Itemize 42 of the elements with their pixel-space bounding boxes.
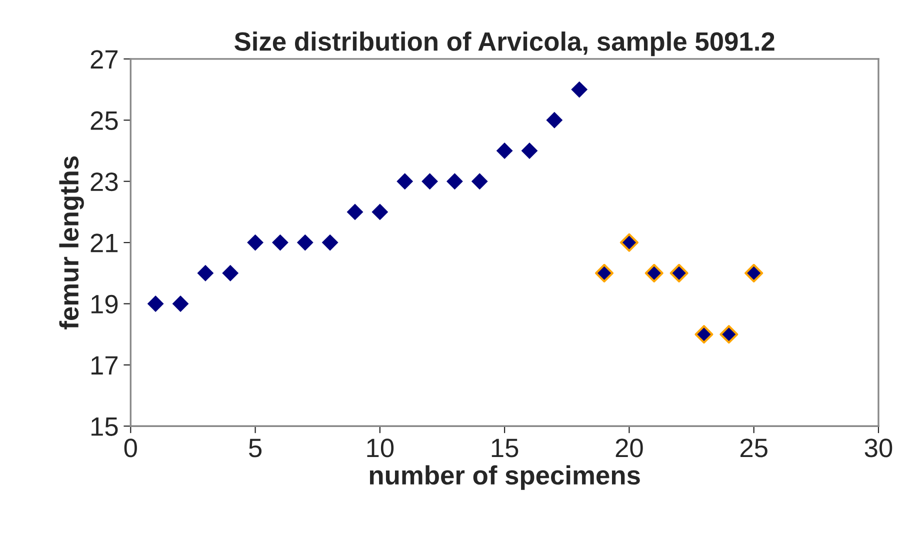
point	[644, 264, 664, 282]
point	[197, 264, 214, 282]
point	[422, 173, 438, 190]
x-tick-label: 5	[249, 438, 262, 458]
x-tick-label: 15	[492, 438, 518, 458]
x-tick-label: 0	[124, 438, 137, 458]
point	[396, 173, 414, 190]
y-tick-label: 25	[90, 111, 118, 130]
point	[496, 142, 513, 159]
x-tick-label: 25	[740, 438, 768, 458]
point	[247, 234, 264, 251]
point	[222, 264, 239, 282]
point	[620, 233, 638, 252]
y-tick-label: 17	[92, 356, 118, 374]
x-tick-label: 10	[367, 438, 394, 458]
y-tick-label: 21	[90, 234, 118, 252]
point	[670, 264, 688, 282]
point	[147, 296, 164, 312]
point	[272, 234, 288, 251]
x-axis-title: number of specimens	[370, 465, 640, 490]
point	[694, 325, 714, 344]
y-tick-label: 15	[92, 418, 118, 436]
point	[546, 112, 563, 128]
x-tick-label: 30	[864, 438, 892, 458]
point	[296, 234, 314, 251]
point	[744, 264, 764, 282]
point	[372, 204, 388, 220]
y-tick-label: 19	[92, 294, 118, 314]
point	[595, 264, 614, 282]
y-tick-label: 23	[90, 172, 118, 192]
point	[446, 173, 463, 190]
x-tick-label: 20	[616, 438, 643, 458]
y-tick-label: 27	[90, 50, 118, 69]
point	[521, 142, 538, 159]
point	[346, 204, 364, 220]
y-axis-title: femur lengths	[59, 156, 84, 330]
point	[471, 173, 488, 190]
chart-title: Size distribution of Arvicola, sample 5091.2	[234, 32, 774, 56]
point	[720, 325, 738, 344]
point	[172, 296, 189, 312]
point	[322, 234, 338, 251]
point	[571, 81, 588, 98]
